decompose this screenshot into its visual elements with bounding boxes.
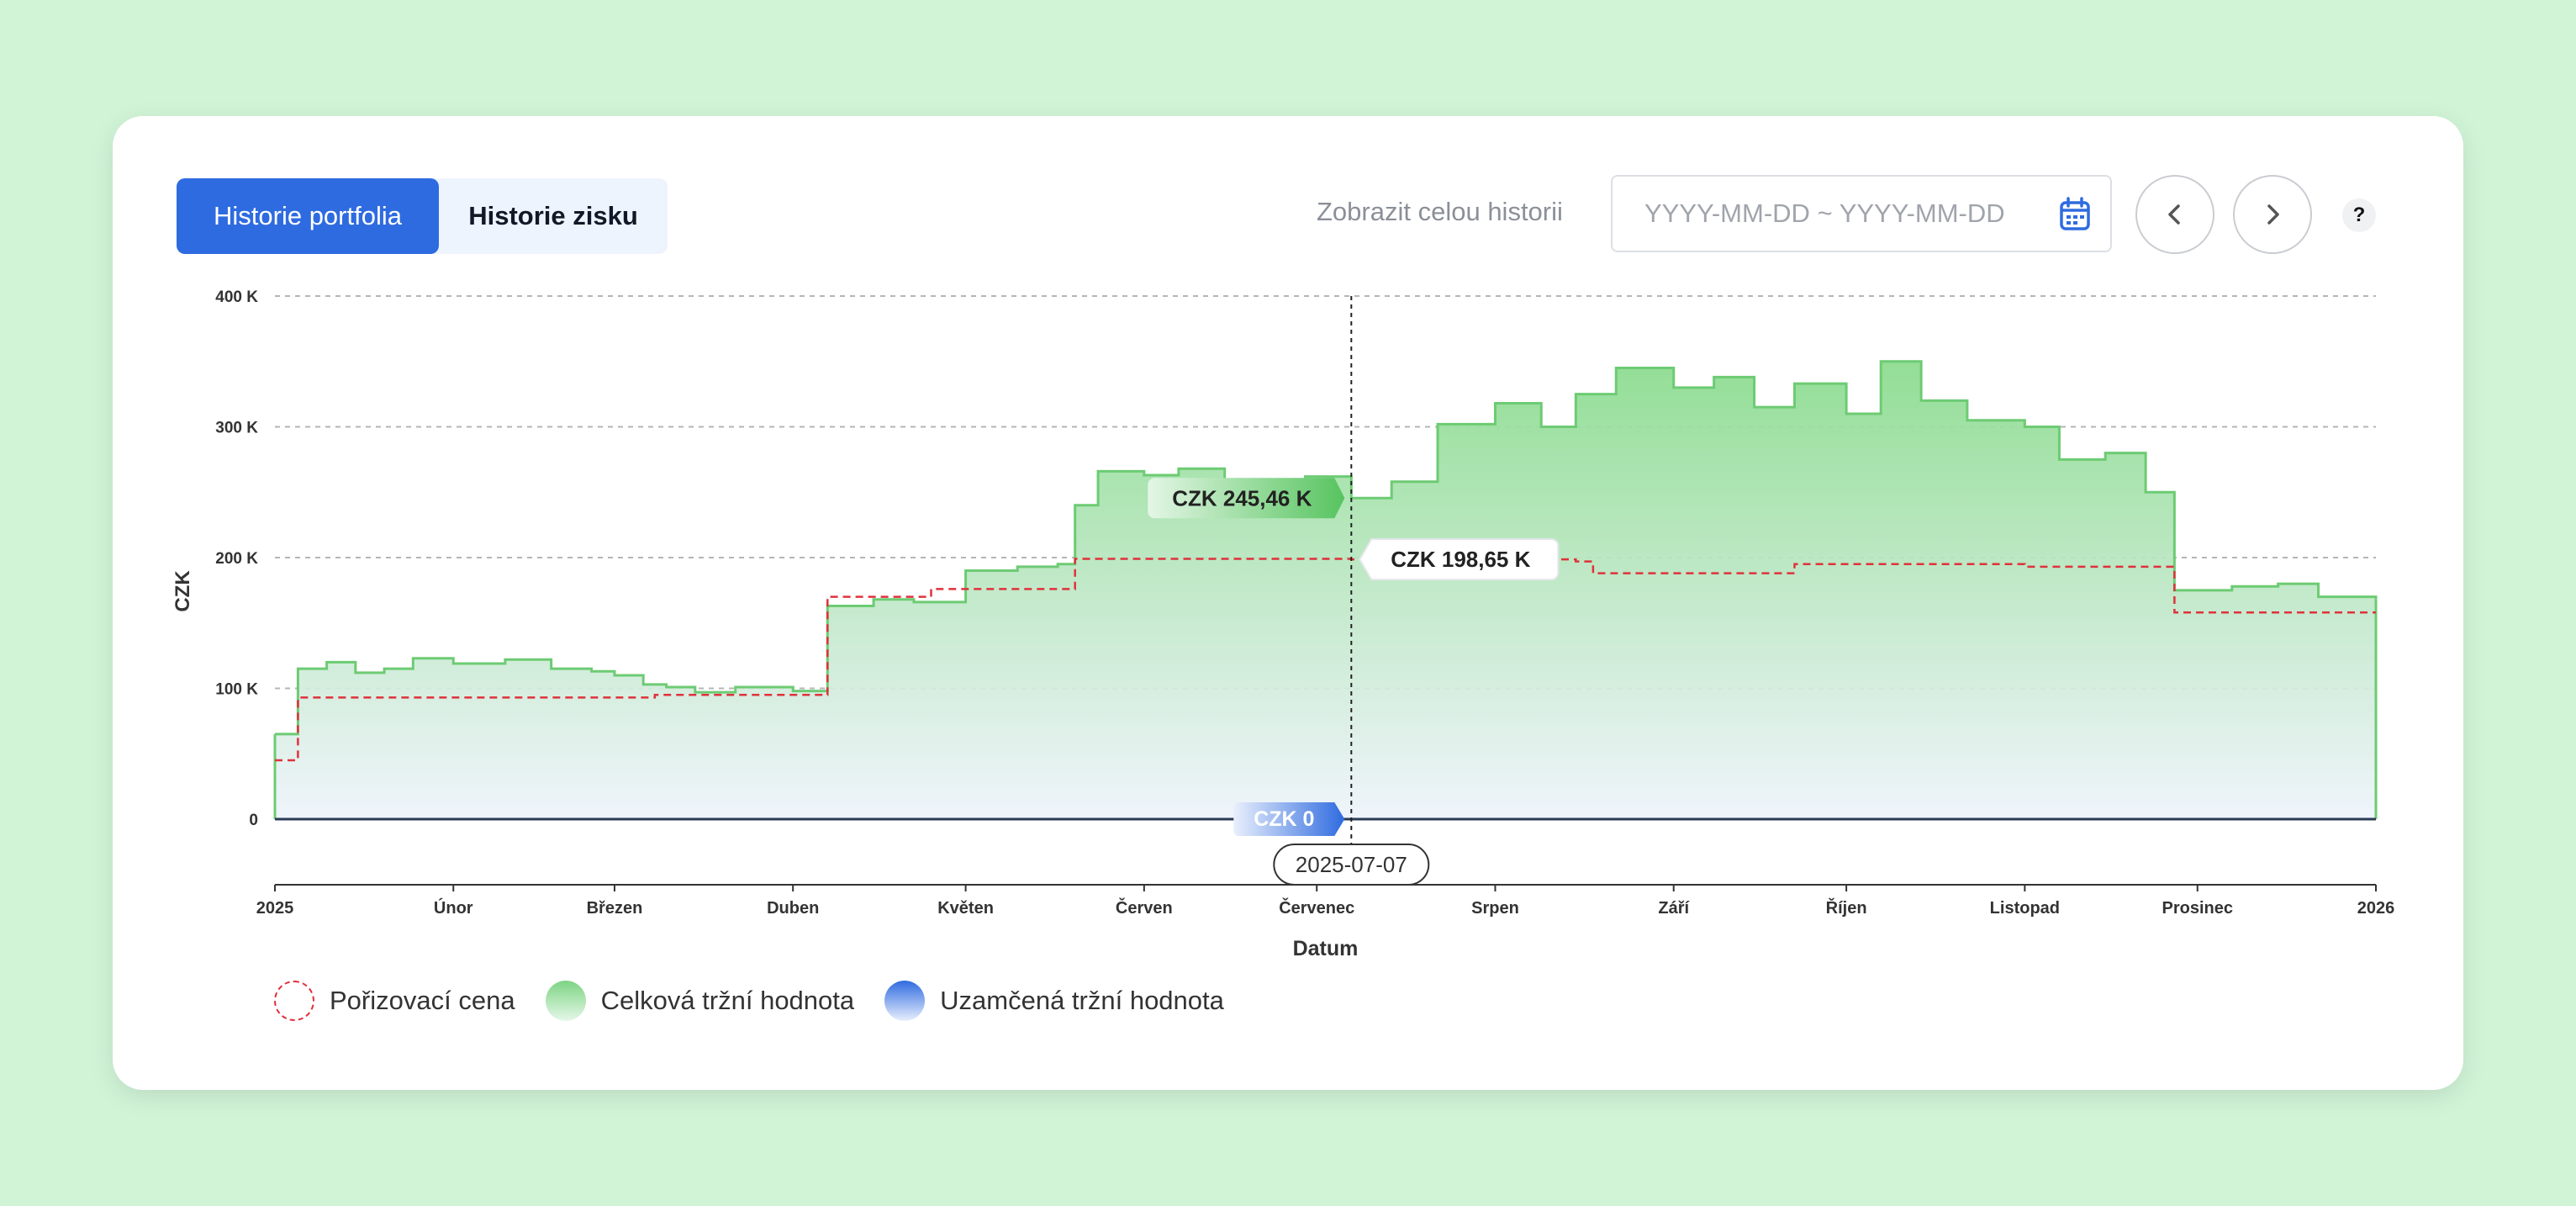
y-tick-label: 400 K: [215, 288, 258, 306]
legend-label-market: Celková tržní hodnota: [600, 986, 855, 1015]
x-tick-label: 2026: [2357, 899, 2395, 918]
help-icon[interactable]: ?: [2342, 198, 2376, 232]
x-axis-title: Datum: [1293, 937, 1359, 957]
x-tick-label: Duben: [767, 899, 819, 918]
x-tick-label: Červen: [1116, 897, 1173, 918]
y-tick-label: 0: [249, 812, 258, 829]
market-value-tag-label: CZK 245,46 K: [1172, 485, 1312, 510]
date-range-input[interactable]: YYYY-MM-DD ~ YYYY-MM-DD: [1611, 175, 2112, 252]
market-value-tag: [1148, 478, 1345, 519]
legend-swatch-market: [545, 981, 586, 1021]
locked-value-tag: [1233, 802, 1345, 836]
cost-basis-tag-label: CZK 198,65 K: [1391, 547, 1530, 572]
x-tick-label: Únor: [434, 897, 473, 918]
previous-period-button[interactable]: [2135, 175, 2214, 254]
date-range-placeholder: YYYY-MM-DD ~ YYYY-MM-DD: [1644, 198, 2005, 228]
x-tick-label: Březen: [587, 899, 643, 918]
tab-group: Historie portfolia Historie zisku: [177, 178, 668, 254]
portfolio-chart: 0 100 K 200 K 300 K 400 K 2025 Únor Březen Duben…: [172, 288, 2395, 957]
x-tick-label: Prosinec: [2162, 899, 2233, 918]
x-tick-label: Září: [1658, 899, 1690, 918]
legend-item-locked[interactable]: Uzamčená tržní hodnota: [884, 981, 1224, 1021]
calendar-icon[interactable]: [2058, 197, 2092, 232]
y-tick-label: 300 K: [215, 420, 258, 437]
crosshair-date-pill: [1273, 844, 1430, 886]
chevron-right-icon: [2267, 204, 2279, 225]
x-tick-label: Květen: [937, 899, 994, 918]
legend-swatch-cost: [274, 981, 314, 1021]
legend-label-cost: Pořizovací cena: [330, 986, 515, 1015]
y-tick-label: 200 K: [215, 550, 258, 568]
chevron-left-icon: [2168, 204, 2180, 225]
tab-profit-history[interactable]: Historie zisku: [468, 201, 638, 230]
locked-value-tag-label: CZK 0: [1254, 807, 1314, 831]
cost-basis-tag: [1359, 538, 1560, 581]
market-value-area: [275, 361, 2376, 819]
y-axis-title: CZK: [172, 570, 194, 612]
legend-label-locked: Uzamčená tržní hodnota: [940, 986, 1224, 1015]
x-tick-label: Červenec: [1279, 897, 1354, 918]
tab-portfolio-history[interactable]: Historie portfolia: [177, 178, 439, 254]
legend-item-cost[interactable]: Pořizovací cena: [274, 981, 515, 1021]
y-tick-label: 100 K: [215, 681, 258, 699]
next-period-button[interactable]: [2233, 175, 2312, 254]
portfolio-card: Historie portfolia Historie zisku Zobraz…: [113, 116, 2463, 1090]
legend-item-market[interactable]: Celková tržní hodnota: [545, 981, 855, 1021]
full-history-link[interactable]: Zobrazit celou historii: [1317, 197, 1563, 226]
crosshair-date-label: 2025-07-07: [1296, 852, 1407, 877]
x-tick-label: Listopad: [1990, 899, 2060, 918]
x-tick-label: Říjen: [1826, 897, 1867, 918]
legend: Pořizovací cena Celková tržní hodnota Uz…: [274, 981, 1254, 1021]
legend-swatch-locked: [884, 981, 926, 1021]
x-tick-label: Srpen: [1471, 899, 1519, 918]
x-tick-label: 2025: [256, 899, 294, 918]
